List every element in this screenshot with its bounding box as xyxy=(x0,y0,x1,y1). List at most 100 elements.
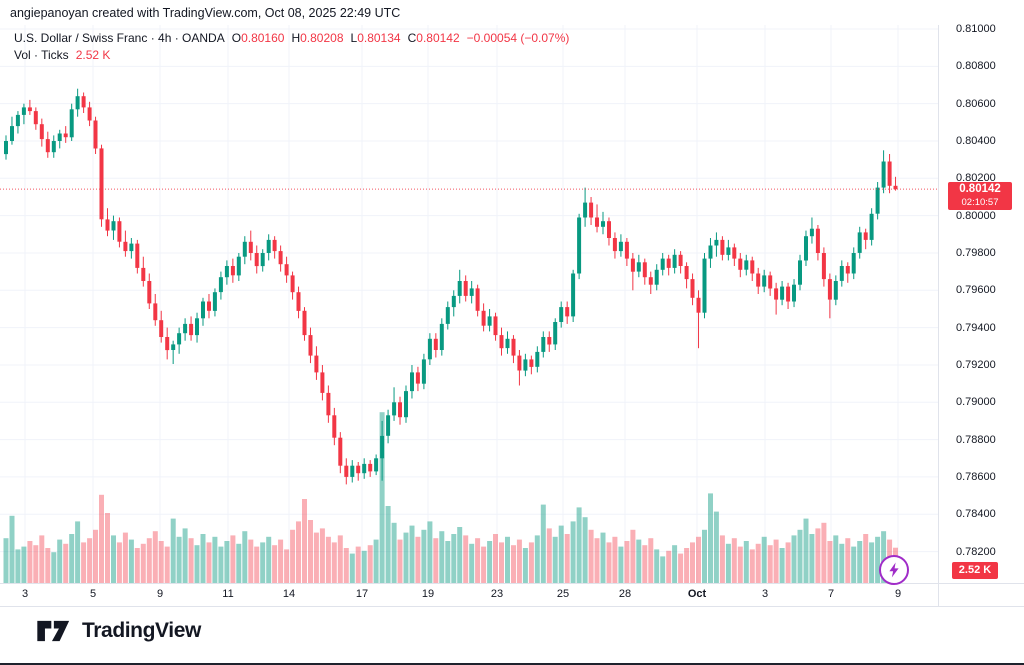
candle-body xyxy=(57,133,62,141)
volume-bar xyxy=(284,549,290,583)
candle-body xyxy=(750,260,755,274)
candle-body xyxy=(529,359,534,367)
volume-bar xyxy=(719,535,725,583)
candle xyxy=(493,312,498,341)
volume-bar xyxy=(75,521,81,583)
candle-body xyxy=(260,253,265,267)
candle-body xyxy=(254,253,259,267)
candle xyxy=(881,150,886,194)
candle xyxy=(111,215,116,240)
candle-body xyxy=(481,310,486,326)
candle-body xyxy=(726,247,731,255)
candle xyxy=(278,245,283,272)
price-tick-label: 0.81000 xyxy=(956,23,996,35)
candle-body xyxy=(475,288,480,311)
candle xyxy=(81,92,86,113)
candle-body xyxy=(248,241,253,253)
volume-bar xyxy=(749,549,755,583)
candle xyxy=(344,458,349,485)
candle-body xyxy=(863,232,868,240)
volume-bar xyxy=(69,534,75,583)
chart-legend: U.S. Dollar / Swiss Franc · 4h · OANDA O0… xyxy=(14,30,569,64)
volume-bar xyxy=(511,545,516,583)
volume-bar xyxy=(827,541,833,583)
candle xyxy=(57,129,62,149)
candle-body xyxy=(242,241,247,257)
volume-bar xyxy=(493,534,498,583)
candle-body xyxy=(612,238,617,252)
volume-bar xyxy=(367,545,373,583)
candle-body xyxy=(189,323,194,336)
volume-bar xyxy=(797,529,803,583)
candle xyxy=(732,243,737,266)
boost-lightning-button[interactable] xyxy=(879,555,909,585)
candle-body xyxy=(236,256,241,276)
candle xyxy=(505,331,510,354)
attribution-text: angiepanoyan created with TradingView.co… xyxy=(10,6,401,20)
candle xyxy=(469,281,474,304)
volume-bar xyxy=(505,536,510,583)
candle xyxy=(320,365,325,401)
volume-bar xyxy=(845,538,851,583)
candle xyxy=(117,217,122,248)
candle-body xyxy=(565,307,570,317)
candle xyxy=(236,253,241,281)
candle xyxy=(21,103,26,125)
candle xyxy=(272,236,277,259)
volume-bar xyxy=(194,545,200,583)
volume-bar xyxy=(833,535,839,583)
candle-body xyxy=(63,133,68,138)
symbol-title[interactable]: U.S. Dollar / Swiss Franc · 4h · OANDA xyxy=(14,31,225,45)
bar-countdown: 02:10:57 xyxy=(961,197,999,209)
time-tick-label: 11 xyxy=(222,588,234,600)
candle xyxy=(308,327,313,364)
candle-body xyxy=(410,372,414,392)
price-axis[interactable]: 0.81000 0.80800 0.80600 0.80400 0.80200 0.800… xyxy=(938,0,1024,606)
price-tick-label: 0.79400 xyxy=(956,321,996,334)
candle-body xyxy=(81,96,86,108)
volume-bar xyxy=(618,546,624,583)
volume-bar xyxy=(170,518,176,583)
volume-bar xyxy=(57,539,63,583)
candle xyxy=(583,187,588,227)
candle xyxy=(87,101,92,127)
candle xyxy=(589,197,594,225)
time-axis[interactable]: 3 5 9 11 14 17 19 23 25 28 Oct 3 7 9 xyxy=(0,583,938,606)
volume-bar xyxy=(409,525,415,583)
candle-body xyxy=(141,267,146,281)
candle-body xyxy=(851,253,856,274)
time-tick-label: 7 xyxy=(827,588,835,600)
candle-body xyxy=(457,281,462,296)
volume-bar xyxy=(296,521,301,583)
candle xyxy=(421,353,426,390)
tradingview-branding[interactable]: TradingView xyxy=(36,617,201,645)
candle xyxy=(362,458,367,479)
candle xyxy=(523,353,528,377)
candle-body xyxy=(380,435,385,459)
price-tick-label: 0.79000 xyxy=(956,396,996,409)
volume-bar xyxy=(881,531,887,583)
candle xyxy=(559,301,564,328)
volume-bar xyxy=(397,539,403,583)
price-tick-label: 0.80400 xyxy=(956,134,996,147)
candle-body xyxy=(374,458,379,472)
candle-body xyxy=(195,318,199,336)
candle-body xyxy=(350,465,355,477)
volume-bar xyxy=(99,494,104,583)
candle xyxy=(768,271,773,296)
volume-bar xyxy=(39,535,45,583)
candle xyxy=(499,327,504,356)
candle-body xyxy=(738,258,743,270)
volume-bar xyxy=(403,532,409,583)
candle xyxy=(224,260,229,285)
candle xyxy=(392,387,397,421)
last-price-label: 0.80142 02:10:57 xyxy=(948,182,1012,211)
candle xyxy=(463,275,468,302)
volume-bar xyxy=(290,529,296,583)
candle xyxy=(410,365,414,399)
candle-body xyxy=(386,415,391,436)
volume-study-label[interactable]: Vol · Ticks xyxy=(14,48,69,62)
candle xyxy=(159,310,164,343)
candle xyxy=(374,454,379,476)
